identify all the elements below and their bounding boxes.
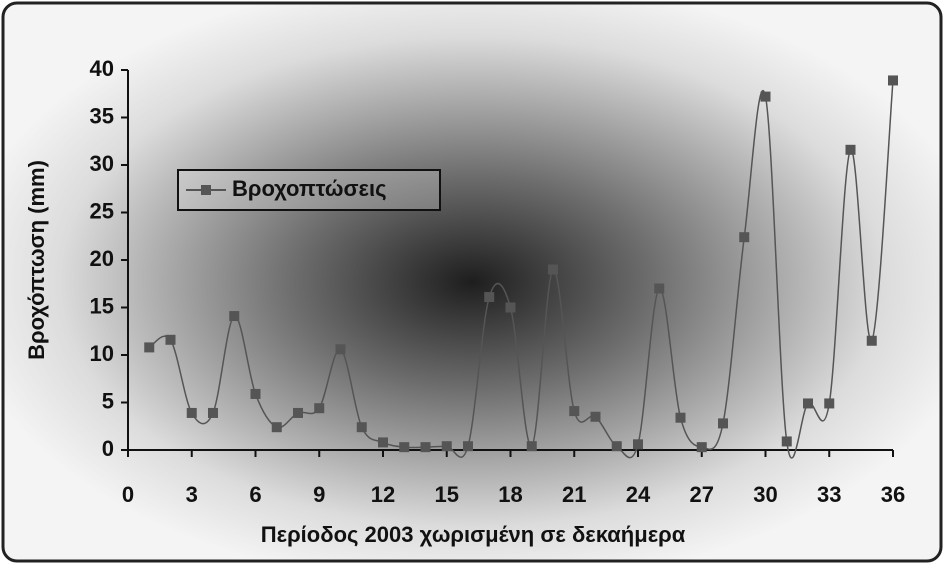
legend-marker [201, 185, 211, 195]
y-axis-label: Βροχόπτωση (mm) [24, 160, 49, 360]
y-tick-label: 40 [90, 56, 114, 81]
marker [781, 436, 792, 447]
y-tick-label: 5 [102, 388, 114, 413]
marker [441, 441, 452, 452]
marker [293, 407, 303, 418]
x-tick-label: 24 [626, 482, 651, 507]
x-tick-label: 6 [249, 482, 261, 507]
marker [420, 442, 431, 453]
x-tick-label: 33 [817, 482, 841, 507]
x-tick-label: 21 [562, 482, 586, 507]
marker [866, 335, 877, 346]
marker [611, 441, 622, 452]
y-tick-label: 20 [90, 246, 114, 271]
marker [186, 407, 197, 418]
marker [760, 91, 771, 102]
x-axis-label: Περίοδος 2003 χωρισμένη σε δεκαήμερα [261, 522, 686, 547]
marker [675, 412, 686, 423]
marker [378, 437, 388, 448]
y-tick-label: 0 [102, 436, 114, 461]
marker [739, 232, 750, 243]
marker [569, 406, 580, 417]
marker [144, 342, 155, 353]
marker [888, 75, 898, 86]
marker [250, 388, 261, 399]
x-tick-label: 9 [313, 482, 325, 507]
x-tick-label: 18 [498, 482, 522, 507]
marker [803, 398, 813, 409]
x-tick-label: 3 [186, 482, 198, 507]
legend-label: Βροχοπτώσεις [232, 176, 387, 201]
y-tick-label: 30 [90, 151, 114, 176]
marker [590, 411, 601, 422]
marker [633, 439, 643, 450]
marker [505, 302, 516, 313]
marker [229, 311, 240, 322]
x-tick-label: 30 [753, 482, 777, 507]
x-tick-label: 27 [690, 482, 714, 507]
marker [696, 442, 707, 453]
marker [654, 283, 665, 294]
marker [548, 264, 558, 275]
y-tick-label: 25 [90, 198, 114, 223]
marker [165, 334, 176, 345]
marker [335, 344, 346, 355]
y-tick-label: 15 [90, 293, 114, 318]
x-tick-label: 36 [881, 482, 905, 507]
marker [484, 292, 495, 303]
marker [718, 418, 728, 429]
marker [463, 441, 473, 452]
marker [399, 442, 410, 453]
y-tick-label: 10 [90, 341, 114, 366]
x-tick-label: 0 [122, 482, 134, 507]
y-tick-label: 35 [90, 103, 114, 128]
x-tick-label: 15 [435, 482, 459, 507]
marker [845, 144, 856, 155]
marker [271, 422, 282, 433]
marker [314, 403, 325, 414]
marker [824, 398, 835, 409]
marker [356, 422, 367, 433]
x-tick-label: 12 [371, 482, 395, 507]
marker [526, 441, 537, 452]
marker [208, 407, 218, 418]
